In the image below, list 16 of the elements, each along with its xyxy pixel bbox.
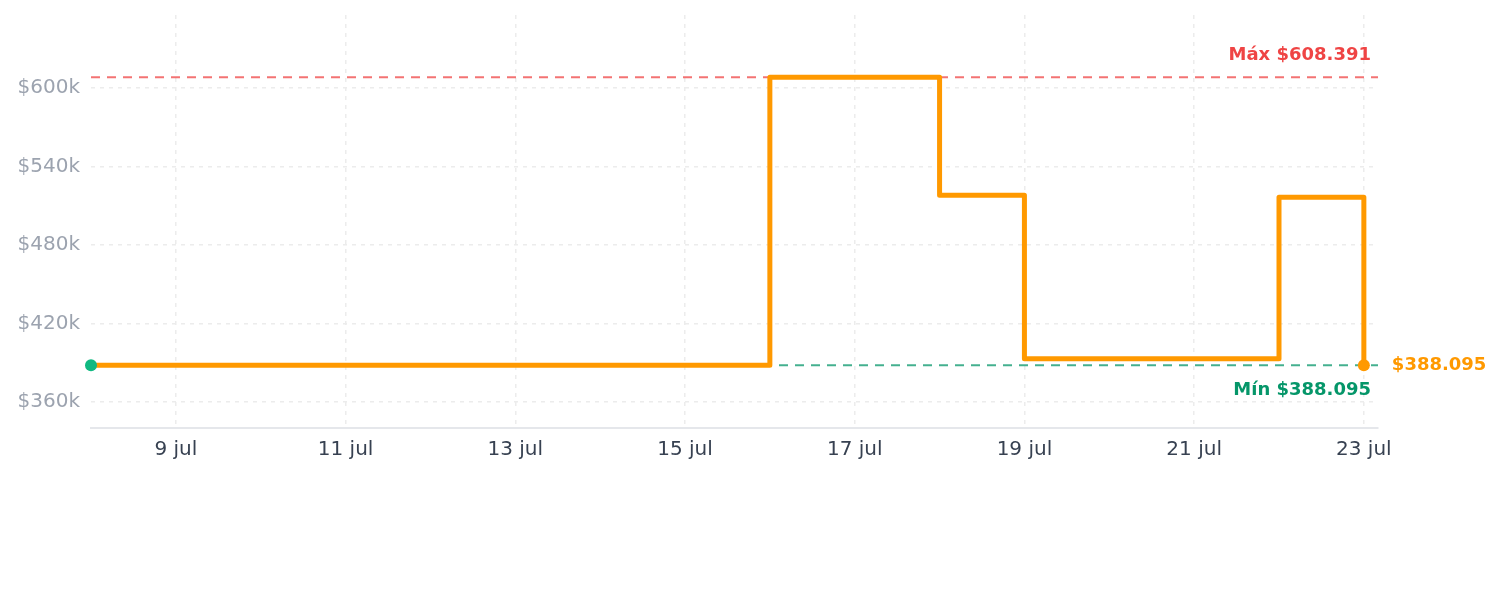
x-tick-label: 11 jul (317, 436, 374, 461)
ref-line-label: Mín $388.095 (1233, 378, 1371, 400)
y-tick-label: $360k (17, 388, 81, 413)
y-tick-label: $480k (17, 231, 81, 256)
x-tick-label: 19 jul (996, 436, 1053, 461)
x-tick-label: 9 jul (154, 436, 198, 461)
y-tick-label: $420k (17, 309, 81, 334)
data-label: $388.095 (1391, 352, 1487, 374)
x-tick-label: 17 jul (826, 436, 883, 461)
y-tick-label: $540k (17, 152, 81, 177)
y-tick-label: $600k (17, 74, 81, 99)
x-tick-label: 23 jul (1336, 436, 1392, 461)
x-tick-label: 13 jul (487, 436, 544, 461)
x-tick-label: 21 jul (1166, 436, 1222, 461)
x-tick-label: 15 jul (657, 436, 713, 461)
ref-line-label: Máx $608.391 (1228, 43, 1371, 65)
